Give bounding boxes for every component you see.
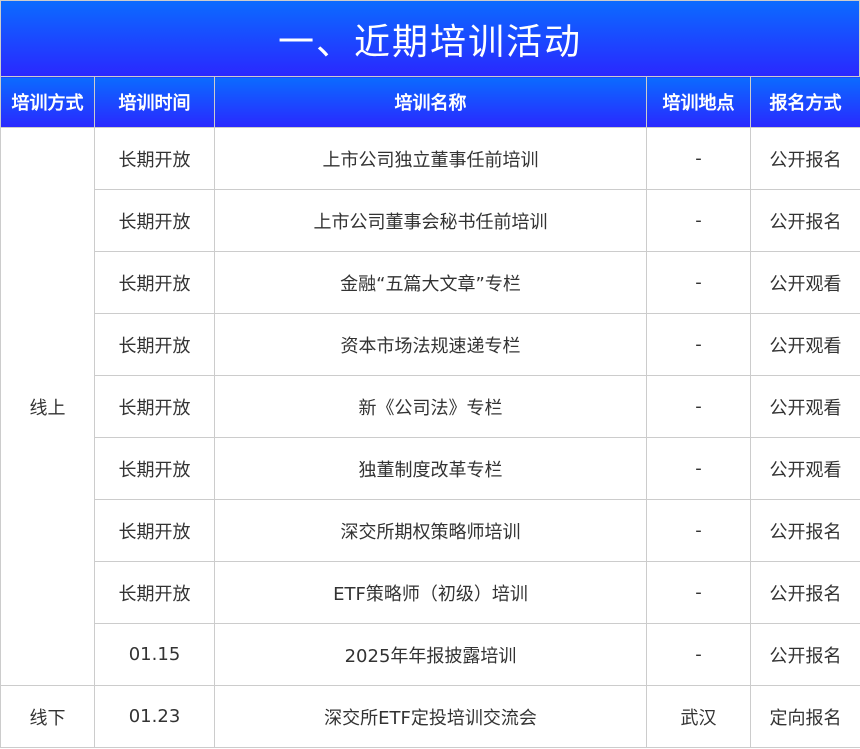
name-cell: 独董制度改革专栏 xyxy=(214,437,647,500)
mode-cell: 线上 xyxy=(0,127,95,686)
table-row: 长期开放 上市公司董事会秘书任前培训 - 公开报名 xyxy=(1,189,860,252)
signup-cell: 定向报名 xyxy=(750,685,860,748)
table-header-row: 培训方式 培训时间 培训名称 培训地点 报名方式 xyxy=(0,76,860,128)
name-cell: 上市公司独立董事任前培训 xyxy=(214,127,647,190)
name-cell: 资本市场法规速递专栏 xyxy=(214,313,647,376)
table-row: 01.15 2025年年报披露培训 - 公开报名 xyxy=(1,623,860,686)
name-cell: 上市公司董事会秘书任前培训 xyxy=(214,189,647,252)
table-row: 长期开放 金融“五篇大文章”专栏 - 公开观看 xyxy=(1,251,860,314)
header-time: 培训时间 xyxy=(94,76,215,128)
time-cell: 长期开放 xyxy=(94,499,215,562)
table-row: 长期开放 深交所期权策略师培训 - 公开报名 xyxy=(1,499,860,562)
place-cell: - xyxy=(646,251,751,314)
table-row: 长期开放 ETF策略师（初级）培训 - 公开报名 xyxy=(1,561,860,624)
signup-cell: 公开报名 xyxy=(750,127,860,190)
place-cell: - xyxy=(646,499,751,562)
mode-cell: 线下 xyxy=(0,685,95,748)
signup-cell: 公开观看 xyxy=(750,251,860,314)
time-cell: 长期开放 xyxy=(94,561,215,624)
time-cell: 长期开放 xyxy=(94,375,215,438)
time-cell: 01.15 xyxy=(94,623,215,686)
signup-cell: 公开观看 xyxy=(750,313,860,376)
place-cell: - xyxy=(646,561,751,624)
place-cell: - xyxy=(646,623,751,686)
table-row: 长期开放 新《公司法》专栏 - 公开观看 xyxy=(1,375,860,438)
signup-cell: 公开报名 xyxy=(750,561,860,624)
time-cell: 长期开放 xyxy=(94,437,215,500)
header-mode: 培训方式 xyxy=(0,76,95,128)
header-name: 培训名称 xyxy=(214,76,647,128)
place-cell: 武汉 xyxy=(646,685,751,748)
name-cell: 深交所ETF定投培训交流会 xyxy=(214,685,647,748)
name-cell: 新《公司法》专栏 xyxy=(214,375,647,438)
name-cell: 金融“五篇大文章”专栏 xyxy=(214,251,647,314)
header-signup: 报名方式 xyxy=(750,76,860,128)
page-title: 一、近期培训活动 xyxy=(0,0,860,76)
time-cell: 长期开放 xyxy=(94,127,215,190)
signup-cell: 公开报名 xyxy=(750,499,860,562)
table-row: 线上 长期开放 上市公司独立董事任前培训 - 公开报名 xyxy=(0,127,860,686)
place-cell: - xyxy=(646,127,751,190)
training-table: 培训方式 培训时间 培训名称 培训地点 报名方式 线上 长期开放 上市公司独立董事任… xyxy=(0,76,860,748)
table-row: 线下 01.23 深交所ETF定投培训交流会 武汉 定向报名 xyxy=(0,685,860,748)
signup-cell: 公开观看 xyxy=(750,437,860,500)
place-cell: - xyxy=(646,375,751,438)
name-cell: 深交所期权策略师培训 xyxy=(214,499,647,562)
place-cell: - xyxy=(646,313,751,376)
table-row: 长期开放 资本市场法规速递专栏 - 公开观看 xyxy=(1,313,860,376)
signup-cell: 公开报名 xyxy=(750,189,860,252)
signup-cell: 公开报名 xyxy=(750,623,860,686)
time-cell: 01.23 xyxy=(94,685,215,748)
place-cell: - xyxy=(646,189,751,252)
signup-cell: 公开观看 xyxy=(750,375,860,438)
place-cell: - xyxy=(646,437,751,500)
time-cell: 长期开放 xyxy=(94,189,215,252)
name-cell: ETF策略师（初级）培训 xyxy=(214,561,647,624)
table-row: 长期开放 独董制度改革专栏 - 公开观看 xyxy=(1,437,860,500)
time-cell: 长期开放 xyxy=(94,251,215,314)
name-cell: 2025年年报披露培训 xyxy=(214,623,647,686)
time-cell: 长期开放 xyxy=(94,313,215,376)
header-place: 培训地点 xyxy=(646,76,751,128)
